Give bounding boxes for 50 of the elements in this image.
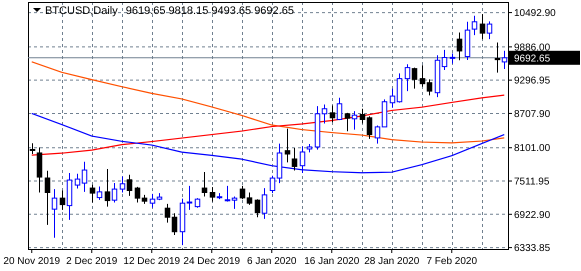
candlestick xyxy=(120,176,126,193)
candlestick xyxy=(202,172,208,198)
ref-line-label: 9692.65 xyxy=(514,53,551,64)
candlestick xyxy=(450,53,456,64)
candlestick xyxy=(254,198,260,218)
candlestick xyxy=(60,190,66,210)
y-tick-label: 9886.00 xyxy=(514,42,551,54)
y-tick-label: 6333.85 xyxy=(514,243,551,254)
candlestick xyxy=(404,64,410,92)
candlestick xyxy=(44,170,50,226)
candlestick xyxy=(502,50,508,70)
y-tick-label: 8707.90 xyxy=(514,108,551,120)
line-series xyxy=(31,94,505,156)
candlestick xyxy=(456,32,462,61)
candlestick xyxy=(494,42,500,74)
candlestick xyxy=(112,182,118,204)
chart-subtitle: 9619.65 9818.15 9493.65 9692.65 xyxy=(126,5,294,17)
x-tick-label: 20 Nov 2019 xyxy=(3,256,61,267)
candlestick xyxy=(96,186,102,200)
x-tick-label: 16 Jan 2020 xyxy=(304,256,360,267)
candlestick xyxy=(104,168,110,208)
candlestick xyxy=(90,184,96,204)
candlestick xyxy=(352,110,358,130)
candlestick xyxy=(52,188,58,238)
candlestick xyxy=(344,112,350,132)
candlestick xyxy=(262,188,268,220)
candlestick xyxy=(480,14,486,40)
candlestick xyxy=(472,15,478,36)
x-tick-label: 12 Dec 2019 xyxy=(123,256,181,267)
y-tick-label: 9296.95 xyxy=(514,76,551,87)
y-tick-label: 6922.90 xyxy=(514,210,551,221)
candlestick xyxy=(194,198,200,208)
candlestick xyxy=(330,104,336,123)
line-series xyxy=(31,61,505,144)
candlestick xyxy=(126,174,132,196)
candlestick xyxy=(210,186,216,202)
y-tick-label: 7511.95 xyxy=(514,176,550,188)
candlestick xyxy=(412,67,418,90)
x-tick-label: 28 Jan 2020 xyxy=(364,256,420,267)
candlestick xyxy=(292,147,298,171)
candlestick xyxy=(336,97,342,121)
candlestick xyxy=(284,128,290,163)
x-tick-label: 7 Feb 2020 xyxy=(426,256,478,267)
x-tick-label: 2 Dec 2019 xyxy=(66,256,118,267)
y-tick-label: 10492.90 xyxy=(514,8,556,20)
x-tick-label: 24 Dec 2019 xyxy=(183,256,241,267)
candlestick xyxy=(486,20,492,40)
x-tick-label: 6 Jan 2020 xyxy=(247,256,297,267)
chart-title: BTCUSD,Daily xyxy=(45,5,118,17)
y-tick-label: 8101.00 xyxy=(514,143,551,154)
